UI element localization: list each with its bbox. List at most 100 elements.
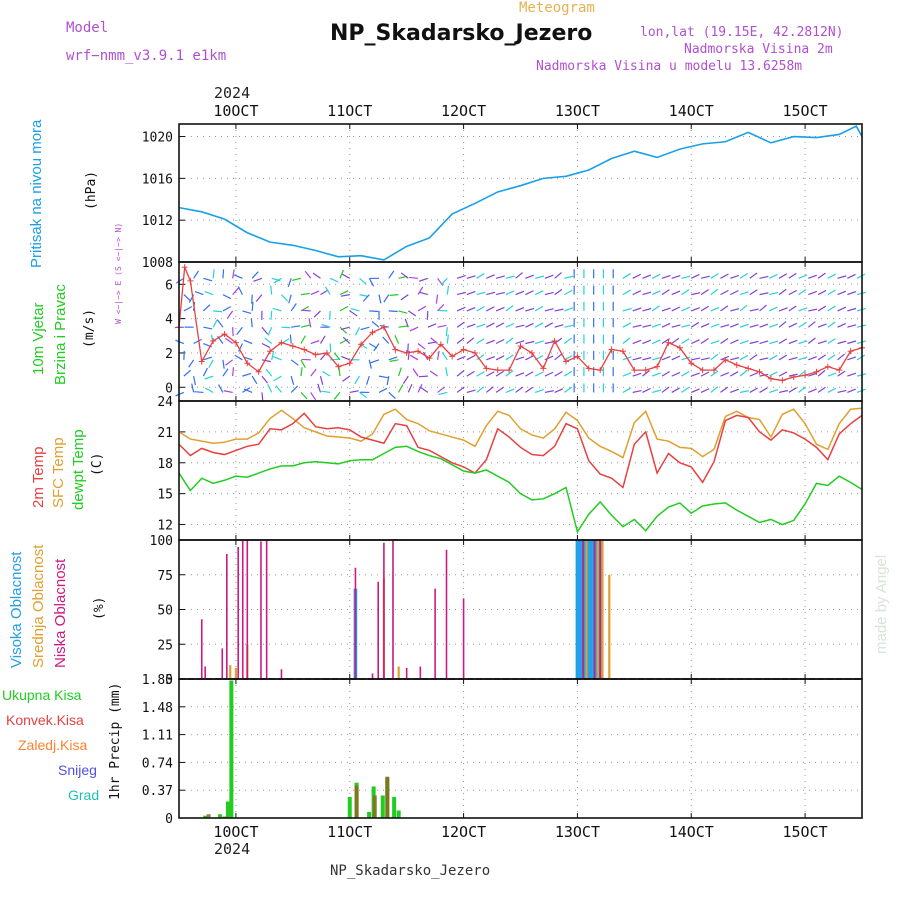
y-tick-label: 1020 (142, 131, 173, 146)
wind-barb (300, 324, 310, 328)
wind-barb (243, 388, 253, 393)
wind-barb (476, 371, 485, 377)
wind-barb (300, 335, 306, 344)
wind-barb (632, 290, 642, 296)
wind-barb (290, 359, 299, 366)
y-tick-label: 1012 (142, 214, 173, 229)
wind-barb (466, 370, 475, 377)
wind-barb (837, 290, 847, 296)
wind-barb (798, 356, 808, 361)
wind-barb (769, 291, 779, 296)
wind-barb (827, 305, 836, 312)
wind-barb (188, 359, 195, 368)
wind-barb (710, 288, 719, 296)
wind-barb (622, 387, 632, 393)
wind-barb (837, 389, 847, 394)
y-tick-label: 1.48 (142, 701, 173, 716)
wind-barb (564, 275, 574, 279)
wind-barb (456, 291, 466, 296)
wind-barb (290, 375, 295, 385)
wind-barb (226, 310, 234, 319)
wind-barb (856, 273, 866, 279)
wind-barb (369, 310, 379, 313)
wind-barb (213, 310, 223, 313)
temp-sfc-line (178, 407, 863, 459)
wind-barb (749, 308, 759, 312)
wind-barb (691, 339, 700, 345)
y-tick-label: 1.11 (142, 729, 173, 744)
wind-barb (564, 324, 574, 328)
y-tick-label: 4 (165, 313, 173, 328)
y-tick-label: 0.37 (142, 784, 173, 799)
wind-barb (320, 289, 329, 296)
wind-barb (837, 353, 845, 361)
wind-barb (739, 340, 749, 345)
wind-barb (261, 342, 271, 349)
wind-barb (341, 355, 350, 361)
wind-barb (355, 326, 361, 336)
wind-barb (564, 289, 573, 296)
total-precip-bar (380, 795, 385, 818)
wind-barb (720, 305, 729, 312)
wind-barb (400, 294, 409, 301)
wind-barb (808, 308, 818, 312)
wind-barb (525, 340, 535, 345)
wind-barb (652, 323, 661, 328)
panel-frame (178, 123, 863, 263)
wind-barb (671, 274, 681, 279)
wind-barb (325, 286, 331, 295)
wind-barb (400, 272, 409, 279)
wind-barb (534, 389, 544, 393)
wind-barb (691, 372, 700, 377)
wind-barb (320, 352, 327, 361)
wind-barb (441, 352, 448, 361)
wind-barb (505, 275, 515, 279)
wind-barb (778, 307, 788, 312)
wind-barb (739, 304, 748, 312)
wind-barb (340, 326, 350, 331)
wind-barb (232, 287, 240, 295)
wind-barb (495, 338, 505, 345)
wind-barb (642, 387, 651, 393)
y-tick-label: 0.74 (142, 756, 173, 771)
wind-barb (671, 355, 681, 361)
dewpoint-line (178, 445, 863, 534)
lonlat-text: lon,lat (19.15E, 42.2812N) (640, 25, 844, 40)
wind-barb (202, 367, 208, 377)
wind-barb (308, 318, 312, 328)
wind-barb (642, 307, 652, 312)
wind-barb (700, 323, 710, 328)
wind-barb (193, 270, 200, 279)
wind-barb (456, 306, 466, 312)
wind-barb (534, 322, 544, 328)
wind-barb (642, 324, 652, 328)
wind-barb (817, 340, 827, 345)
wind-barb (267, 326, 273, 336)
wind-barb (632, 356, 642, 361)
wind-barb (681, 338, 690, 345)
wind-barb (319, 335, 326, 344)
wind-barb (486, 322, 495, 328)
wind-barb (817, 289, 827, 296)
wind-barb (224, 337, 234, 345)
wind-barb (671, 306, 681, 312)
wind-barb (289, 334, 292, 344)
wind-barb (466, 389, 476, 393)
x-date-label-top: 13OCT (555, 102, 600, 120)
wind-barb (700, 289, 709, 296)
wind-barb (769, 371, 778, 377)
legend-frozen-rain: Zaledj.Kisa (18, 737, 88, 753)
wind-barb (237, 286, 243, 295)
wind-barb (417, 343, 426, 350)
wind-barb (339, 290, 349, 296)
wind-barb (778, 338, 788, 345)
wind-barb (661, 338, 670, 345)
wind-barb (234, 354, 243, 361)
total-precip-bar (203, 815, 208, 818)
wind-barb (418, 375, 428, 378)
wind-barb (288, 294, 292, 304)
wind-barb (300, 392, 308, 400)
wind-barb (525, 290, 534, 296)
wind-barb (671, 337, 680, 344)
wind-barb (525, 355, 534, 361)
